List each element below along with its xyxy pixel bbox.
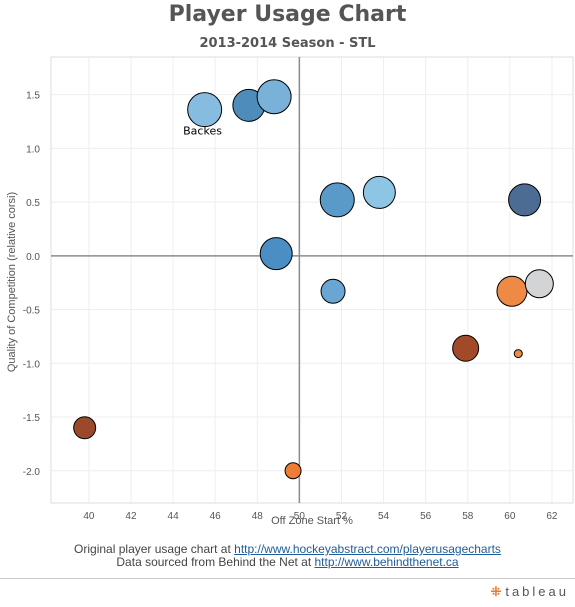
y-tick-label: -0.5	[23, 306, 41, 317]
footer-line-1-text: Original player usage chart at	[74, 542, 235, 556]
data-point[interactable]	[452, 334, 480, 362]
x-tick-label: 52	[336, 511, 348, 522]
data-point[interactable]	[320, 278, 346, 304]
data-point[interactable]	[362, 175, 396, 209]
x-axis-label: Off Zone Start %	[271, 515, 353, 527]
data-point[interactable]	[256, 79, 292, 115]
data-point[interactable]	[524, 269, 554, 299]
axis-ticks: 40 42 44 46 48 50 52 54 56 58 60 62 1.5 1.0 0.5 0.0 -0.5…	[23, 91, 558, 522]
y-tick-label: 1.0	[26, 144, 40, 155]
tableau-logo-icon: ⁜	[490, 584, 502, 599]
data-points[interactable]	[73, 79, 554, 480]
tableau-wordmark: tableau	[505, 584, 569, 599]
data-point[interactable]	[496, 275, 528, 307]
x-tick-label: 56	[420, 511, 432, 522]
data-point[interactable]	[508, 183, 542, 217]
x-tick-label: 50	[294, 511, 306, 522]
y-tick-label: -2.0	[23, 467, 41, 478]
plot-area	[50, 56, 574, 504]
footer-line-1: Original player usage chart at http://ww…	[0, 543, 575, 556]
footer-divider	[0, 578, 575, 579]
chart-title: Player Usage Chart	[168, 2, 407, 27]
footer-line-2: Data sourced from Behind the Net at http…	[0, 556, 575, 569]
y-tick-label: 0.5	[26, 198, 40, 209]
x-tick-label: 44	[168, 511, 180, 522]
data-point[interactable]	[259, 237, 293, 271]
footer: Original player usage chart at http://ww…	[0, 543, 575, 569]
grid-lines	[51, 57, 573, 503]
scatter-chart: 40 42 44 46 48 50 52 54 56 58 60 62 1.5 1.0 0.5 0.0 -0.5…	[6, 56, 574, 527]
y-axis-label: Quality of Competition (relative corsi)	[6, 192, 18, 372]
y-tick-label: -1.0	[23, 359, 41, 370]
data-point[interactable]	[73, 416, 97, 440]
tableau-brand[interactable]: ⁜ tableau	[490, 584, 569, 600]
chart-subtitle: 2013-2014 Season - STL	[199, 36, 376, 51]
x-tick-label: 48	[252, 511, 264, 522]
data-point[interactable]	[284, 462, 302, 480]
footer-line-2-text: Data sourced from Behind the Net at	[116, 555, 315, 569]
y-tick-label: 0.0	[26, 252, 40, 263]
behindthenet-link[interactable]: http://www.behindthenet.ca	[314, 555, 459, 569]
x-tick-label: 54	[378, 511, 390, 522]
y-tick-label: -1.5	[23, 413, 41, 424]
x-tick-label: 46	[210, 511, 222, 522]
x-tick-label: 40	[83, 511, 95, 522]
hockeyabstract-link[interactable]: http://www.hockeyabstract.com/playerusag…	[234, 542, 501, 556]
data-point[interactable]	[319, 182, 355, 218]
y-tick-label: 1.5	[26, 91, 40, 102]
x-tick-label: 58	[462, 511, 474, 522]
x-tick-label: 60	[504, 511, 516, 522]
annotations: Backes	[183, 124, 222, 137]
data-point[interactable]	[187, 92, 223, 128]
x-tick-label: 42	[125, 511, 137, 522]
data-point[interactable]	[513, 349, 523, 359]
point-annotation: Backes	[183, 124, 222, 137]
reference-lines	[51, 57, 573, 503]
x-tick-label: 62	[546, 511, 558, 522]
